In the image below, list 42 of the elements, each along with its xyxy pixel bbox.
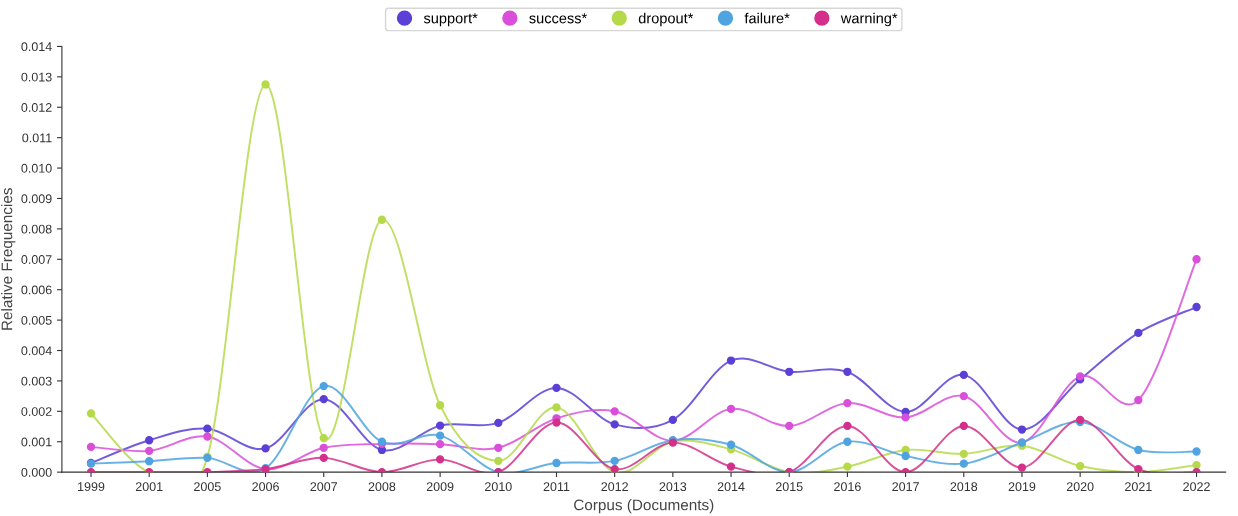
x-tick-label: 2007	[310, 482, 338, 492]
y-tick-label: 0.011	[22, 133, 52, 143]
y-tick-label: 0.002	[21, 407, 52, 416]
legend-label: support*	[423, 13, 478, 27]
legend-label: success*	[529, 13, 587, 24]
x-tick-label: 2016	[834, 482, 861, 492]
x-tick-label: 2017	[892, 482, 919, 492]
x-tick-label: 2009	[426, 482, 454, 492]
y-tick-label: 0.003	[21, 376, 52, 386]
x-tick-label: 1999	[78, 482, 105, 492]
y-tick-label: 0.008	[21, 224, 52, 234]
x-tick-label: 2001	[135, 482, 163, 492]
x-tick-label: 2005	[194, 482, 221, 492]
y-tick-label: 0.005	[21, 315, 52, 325]
x-tick-label: 2008	[368, 482, 396, 492]
x-tick-label: 2013	[659, 482, 687, 492]
y-tick-label: 0.001	[21, 437, 52, 447]
x-tick-label: 2020	[1066, 482, 1094, 492]
x-tick-label: 2018	[950, 482, 978, 492]
y-tick-label: 0.010	[21, 163, 52, 173]
y-tick-label: 0.012	[21, 103, 52, 112]
x-tick-label: 2021	[1125, 482, 1152, 492]
y-tick-label: 0.006	[21, 285, 52, 295]
x-tick-label: 2015	[775, 482, 803, 492]
y-tick-label: 0.000	[21, 467, 52, 477]
y-tick-label: 0.004	[21, 346, 52, 356]
x-tick-label: 2019	[1008, 482, 1036, 492]
legend-label: warning*	[840, 12, 898, 27]
y-tick-label: 0.009	[21, 194, 52, 204]
legend-label: dropout*	[638, 12, 694, 27]
y-tick-label: 0.013	[21, 72, 52, 82]
legend-label: failure*	[744, 12, 790, 24]
x-axis-title: Corpus (Documents)	[574, 499, 714, 514]
x-tick-label: 2022	[1183, 482, 1210, 492]
y-tick-label: 0.014	[21, 42, 52, 52]
x-tick-label: 2012	[601, 482, 628, 492]
x-tick-label: 2010	[485, 482, 512, 492]
x-tick-label: 2014	[717, 482, 745, 492]
y-axis-title: Relative Frequencies	[1, 188, 16, 330]
y-tick-label: 0.007	[21, 255, 52, 264]
x-tick-label: 2006	[252, 482, 279, 492]
x-tick-label: 2011	[543, 482, 570, 492]
